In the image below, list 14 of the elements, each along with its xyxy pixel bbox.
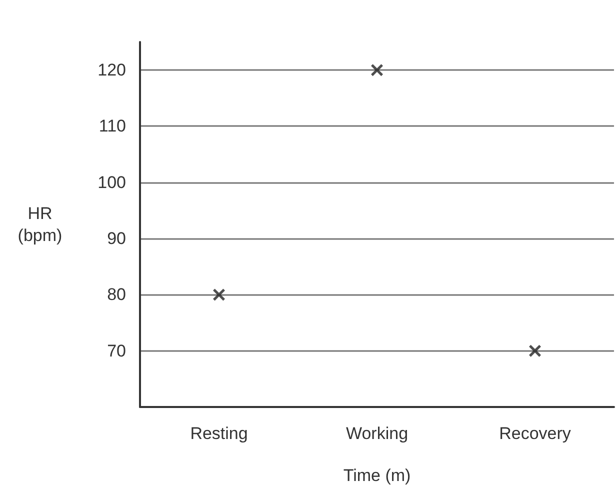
x-tick-label: Working <box>346 424 408 443</box>
x-axis-title: Time (m) <box>343 466 411 485</box>
y-tick-label: 110 <box>98 116 126 136</box>
x-tick-label: Resting <box>190 424 248 443</box>
y-tick-label: 100 <box>98 172 126 192</box>
y-tick-label: 90 <box>107 229 126 248</box>
y-tick-label: 120 <box>98 60 126 80</box>
y-tick-label: 80 <box>107 285 126 304</box>
y-axis-title: HR (bpm) <box>18 204 62 245</box>
x-tick-label: Recovery <box>499 424 572 443</box>
point <box>529 344 541 357</box>
point <box>371 64 383 76</box>
point <box>213 288 225 301</box>
y-tick-label: 70 <box>107 341 126 360</box>
